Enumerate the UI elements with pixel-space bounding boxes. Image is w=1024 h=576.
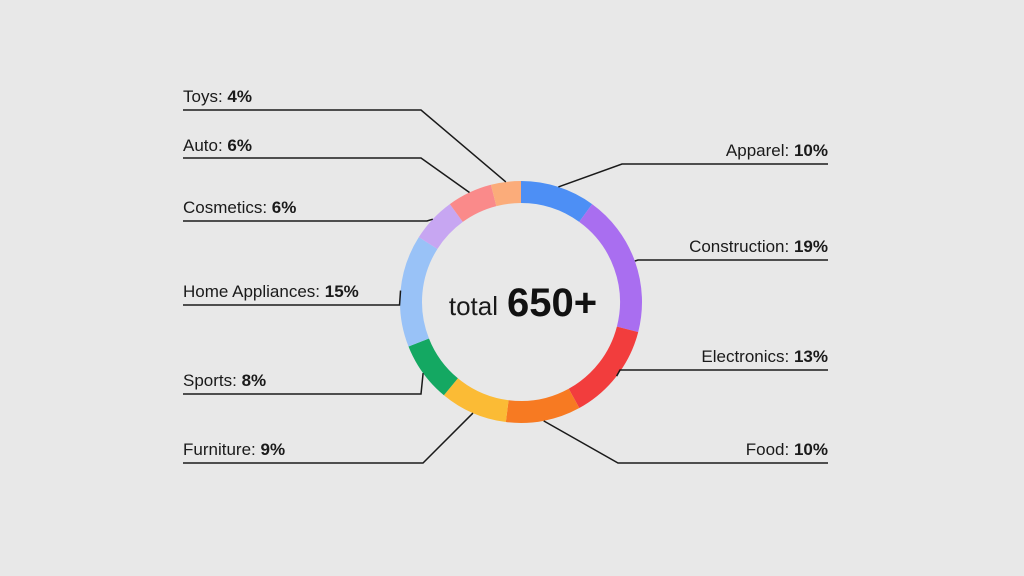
- label-name: Furniture:: [183, 440, 260, 459]
- label-apparel: Apparel: 10%: [726, 141, 828, 160]
- label-name: Auto:: [183, 136, 227, 155]
- leader-line-toys: [183, 109, 507, 183]
- slice-home-appliances: [400, 237, 438, 347]
- center-total-word: total: [449, 291, 498, 321]
- label-electronics: Electronics: 13%: [701, 347, 828, 366]
- label-construction: Construction: 19%: [689, 237, 828, 256]
- slice-construction: [578, 204, 642, 333]
- leader-line-auto: [183, 157, 470, 194]
- leader-line-home-appliances: [183, 290, 402, 306]
- label-auto: Auto: 6%: [183, 136, 252, 155]
- label-home-appliances: Home Appliances: 15%: [183, 282, 359, 301]
- label-percent: 6%: [227, 136, 252, 155]
- slice-auto: [449, 184, 497, 223]
- leader-line-apparel: [558, 163, 828, 188]
- leader-line-furniture: [183, 412, 474, 464]
- label-percent: 15%: [325, 282, 359, 301]
- leader-line-food: [543, 420, 828, 464]
- leader-line-electronics: [615, 369, 828, 377]
- donut-slices: [400, 181, 642, 423]
- slice-food: [505, 388, 580, 423]
- label-name: Construction:: [689, 237, 794, 256]
- label-percent: 9%: [260, 440, 285, 459]
- leader-lines: [183, 109, 828, 464]
- leader-line-sports: [183, 373, 424, 395]
- slice-cosmetics: [418, 204, 464, 250]
- leader-line-cosmetics: [183, 218, 434, 222]
- label-name: Sports:: [183, 371, 242, 390]
- label-name: Toys:: [183, 87, 227, 106]
- label-percent: 10%: [794, 440, 828, 459]
- leader-line-construction: [634, 259, 828, 262]
- label-name: Food:: [746, 440, 794, 459]
- label-name: Home Appliances:: [183, 282, 325, 301]
- label-percent: 19%: [794, 237, 828, 256]
- label-name: Electronics:: [701, 347, 794, 366]
- slice-electronics: [568, 326, 639, 409]
- label-furniture: Furniture: 9%: [183, 440, 285, 459]
- label-food: Food: 10%: [746, 440, 828, 459]
- label-percent: 6%: [272, 198, 297, 217]
- slice-furniture: [443, 378, 509, 423]
- center-total-value: 650+: [507, 281, 597, 325]
- label-percent: 13%: [794, 347, 828, 366]
- slice-sports: [408, 338, 459, 396]
- slice-labels: Apparel: 10% Construction: 19% Electronics…: [183, 87, 828, 459]
- label-percent: 4%: [227, 87, 252, 106]
- slice-toys: [490, 181, 522, 207]
- label-toys: Toys: 4%: [183, 87, 252, 106]
- label-percent: 10%: [794, 141, 828, 160]
- label-name: Apparel:: [726, 141, 794, 160]
- label-percent: 8%: [242, 371, 267, 390]
- label-sports: Sports: 8%: [183, 371, 266, 390]
- label-cosmetics: Cosmetics: 6%: [183, 198, 296, 217]
- label-name: Cosmetics:: [183, 198, 272, 217]
- center-total: total 650+: [449, 281, 597, 325]
- slice-apparel: [520, 181, 593, 223]
